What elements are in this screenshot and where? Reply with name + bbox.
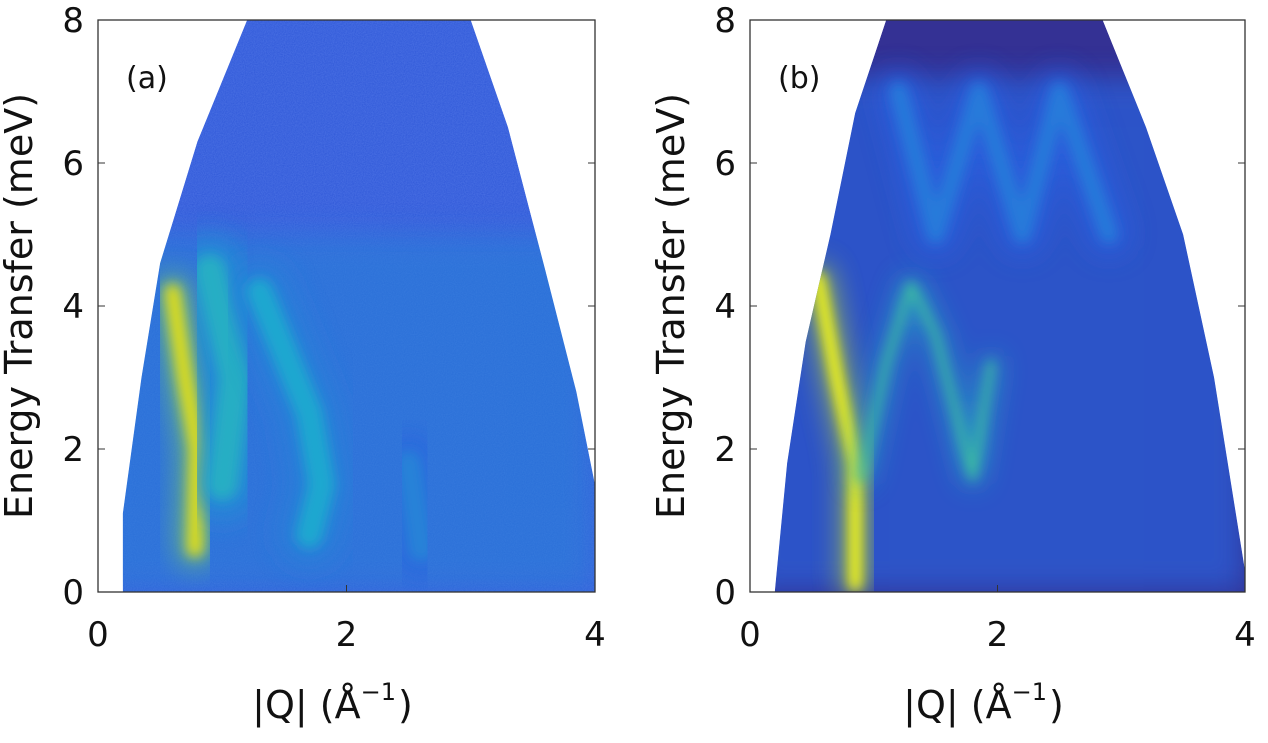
- y-tick-label: 8: [714, 1, 736, 41]
- x-tick-label: 2: [336, 615, 358, 655]
- y-tick-label: 0: [714, 573, 736, 613]
- x-tick-label: 0: [87, 615, 109, 655]
- y-tick-label: 4: [714, 287, 736, 327]
- x-axis-label-exponent: −1: [1012, 678, 1047, 706]
- x-axis-label-main: |Q| (Å: [252, 683, 360, 728]
- panel-a: 0 2 4 0 2 4 6 8 Energy Transfer (meV) |Q| (Å−1) (a…: [0, 1, 606, 728]
- heatmap: [774, 20, 1245, 592]
- x-tick-label: 0: [739, 615, 761, 655]
- x-tick-label: 2: [987, 615, 1009, 655]
- x-axis-label-main: |Q| (Å: [903, 683, 1011, 728]
- y-tick-label: 2: [714, 430, 736, 470]
- y-axis-label: Energy Transfer (meV): [649, 93, 693, 519]
- y-tick-label: 8: [62, 1, 84, 41]
- y-tick-label: 0: [62, 573, 84, 613]
- y-tick-label: 6: [714, 144, 736, 184]
- x-axis-label: |Q| (Å−1): [903, 678, 1064, 728]
- feature-diffuse-band-3: [395, 450, 435, 563]
- y-axis-label: Energy Transfer (meV): [0, 93, 41, 519]
- y-tick-label: 2: [62, 430, 84, 470]
- x-axis-label-close: ): [1049, 683, 1064, 727]
- feature-magnon-streak: [811, 271, 862, 591]
- panel-b: 0 2 4 0 2 4 6 8 Energy Transfer (meV) |Q| (Å−1) (b…: [649, 1, 1256, 728]
- x-axis-label-exponent: −1: [361, 678, 396, 706]
- x-axis-label: |Q| (Å−1): [252, 678, 413, 728]
- y-tick-label: 4: [62, 287, 84, 327]
- feature-diffuse-band-1: [194, 255, 250, 500]
- feature-magnon-branch: [857, 281, 995, 482]
- x-axis-label-close: ): [398, 683, 413, 727]
- x-tick-label: 4: [1234, 615, 1256, 655]
- feature-diffuse-band-2: [246, 278, 335, 548]
- x-tick-label: 4: [584, 615, 606, 655]
- panel-label: (a): [126, 61, 168, 96]
- heatmap: [122, 20, 595, 592]
- feature-dispersion-cones: [889, 82, 1118, 244]
- y-tick-label: 6: [62, 144, 84, 184]
- panel-label: (b): [778, 61, 820, 96]
